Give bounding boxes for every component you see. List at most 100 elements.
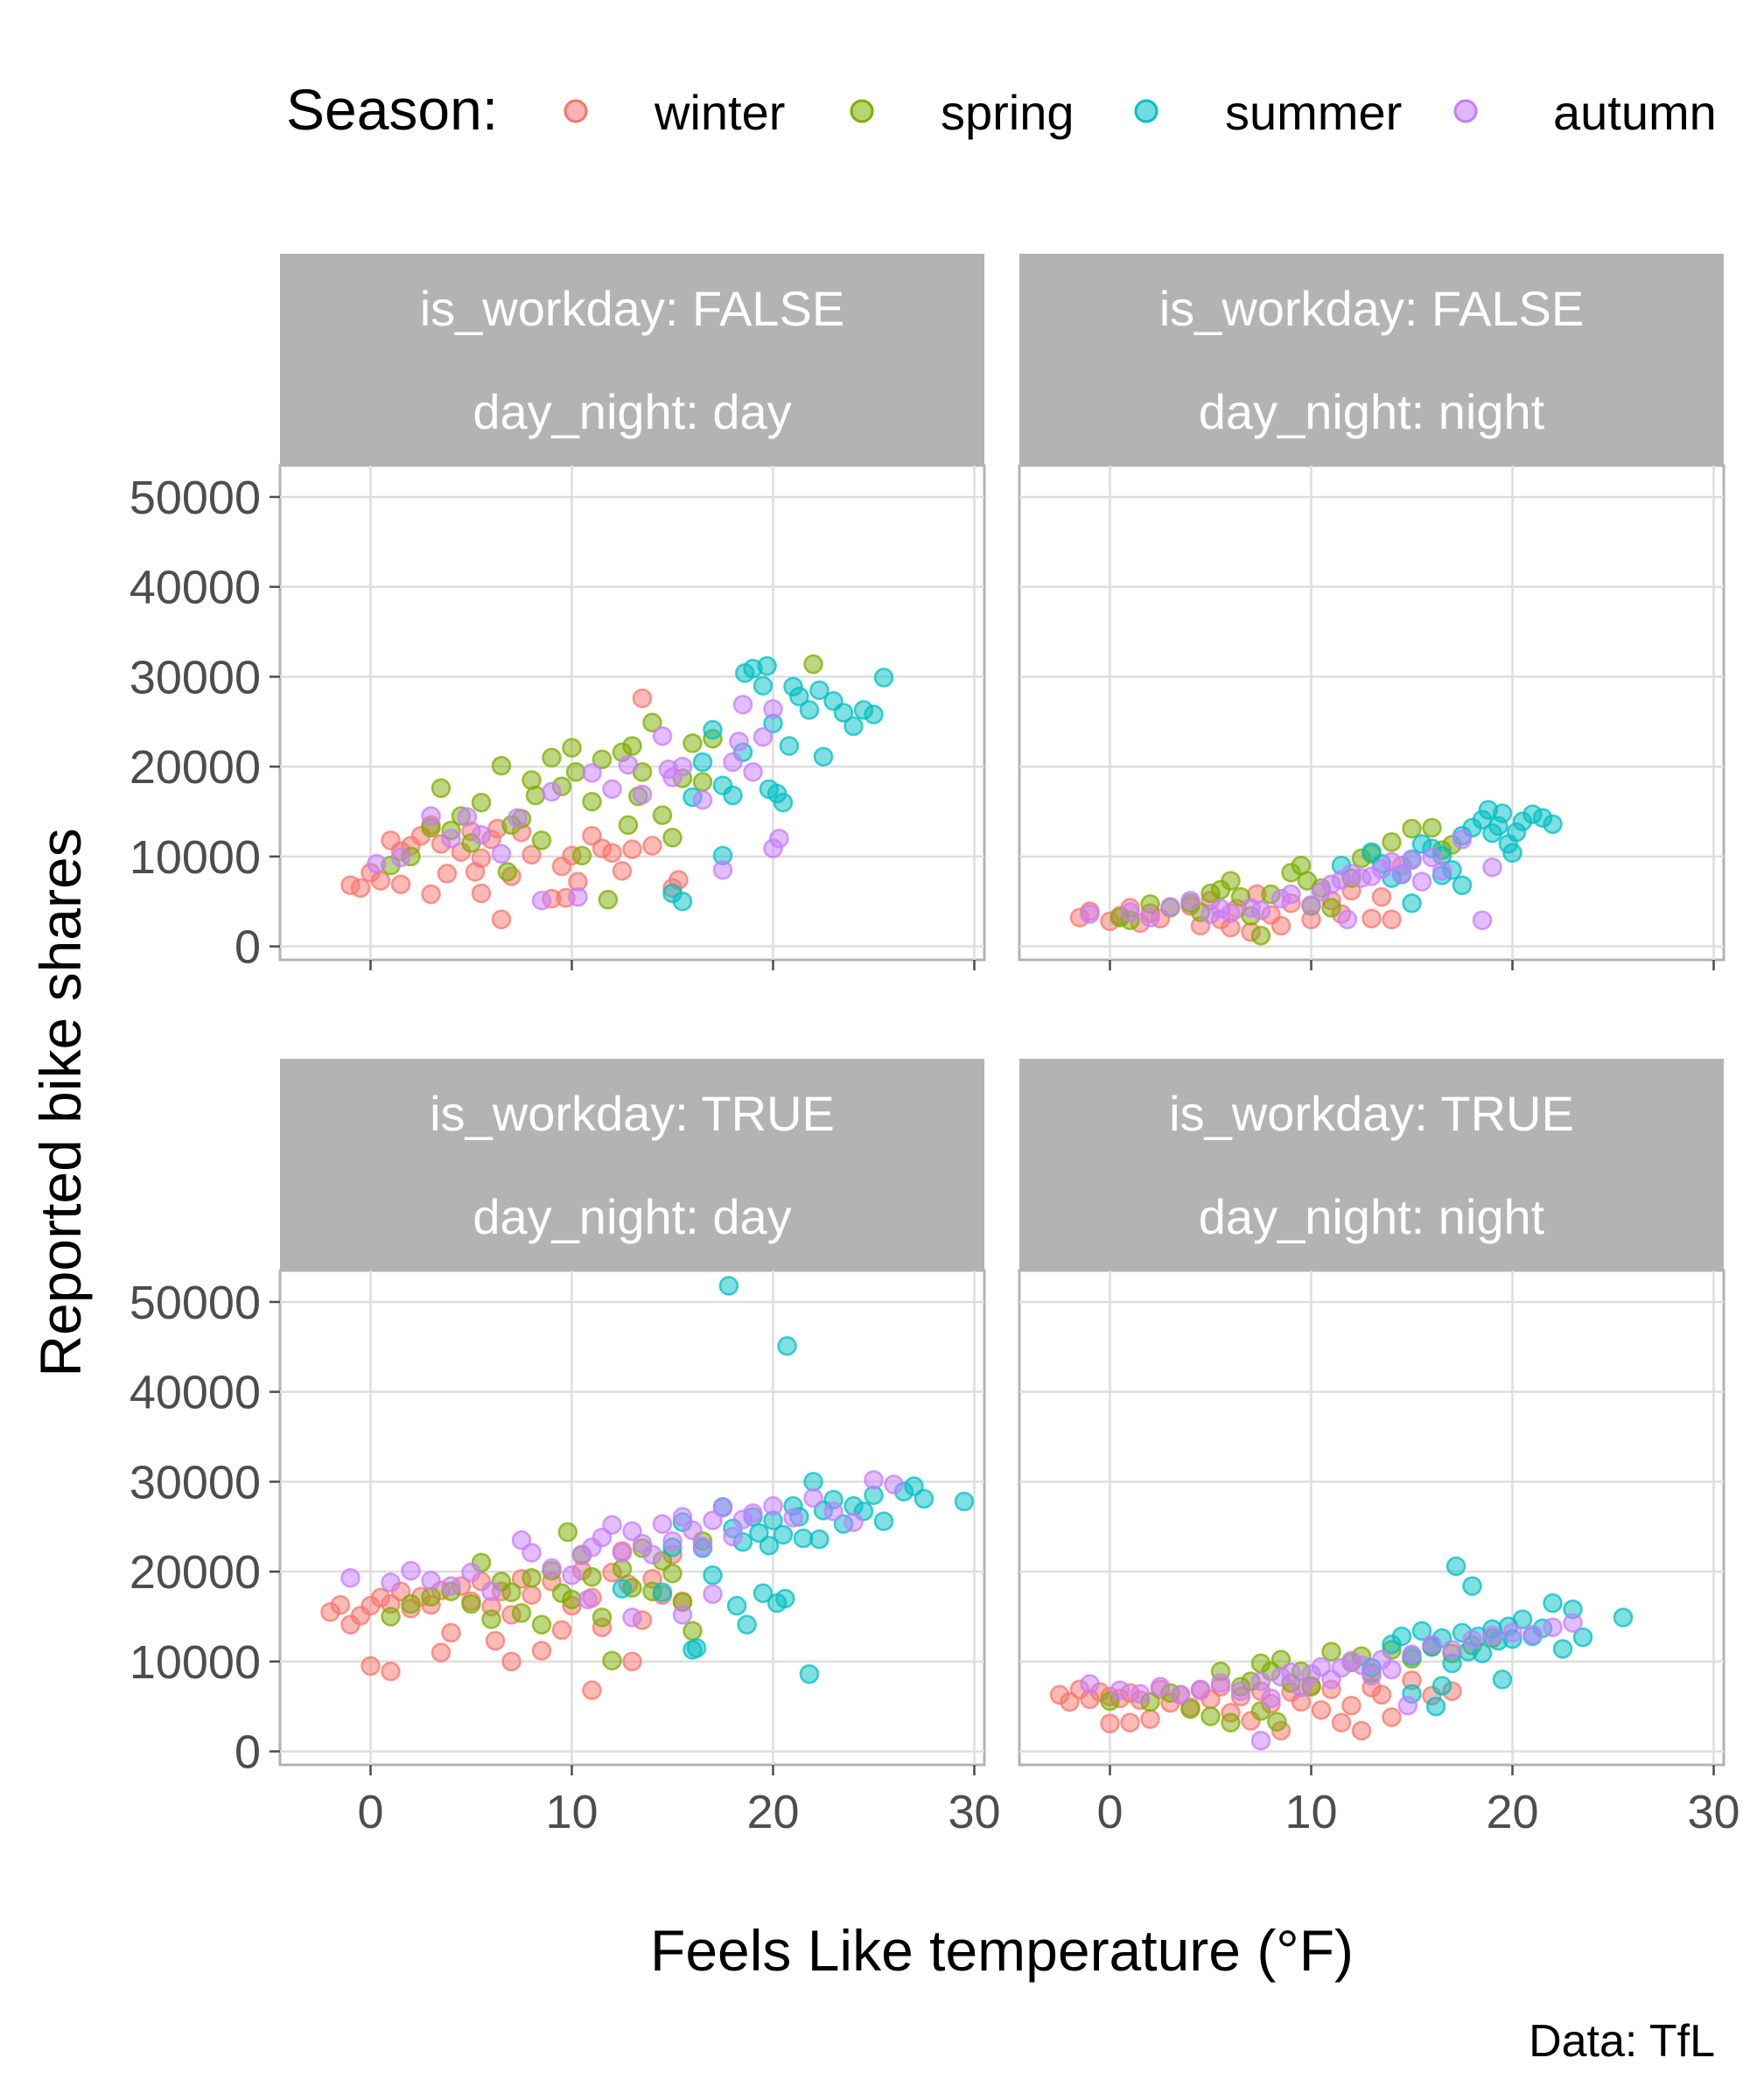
- data-point-spring: [531, 830, 552, 850]
- data-point-autumn: [340, 1568, 360, 1588]
- data-point-autumn: [1452, 830, 1473, 850]
- x-tick-label: 30: [948, 1786, 1000, 1838]
- data-point-winter: [1362, 908, 1382, 928]
- x-tick-label: 20: [1486, 1786, 1538, 1838]
- data-point-autumn: [542, 781, 562, 802]
- data-point-spring: [1321, 1642, 1341, 1662]
- data-point-autumn: [743, 1503, 763, 1523]
- data-point-autumn: [662, 1530, 682, 1551]
- data-point-autumn: [1221, 903, 1241, 923]
- data-point-spring: [592, 749, 612, 770]
- data-point-autumn: [381, 1572, 401, 1592]
- y-tick-label: 30000: [130, 651, 261, 704]
- data-point-spring: [471, 792, 492, 813]
- data-point-autumn: [367, 853, 387, 874]
- x-tick-label: 20: [746, 1786, 799, 1838]
- data-point-summer: [1425, 1696, 1446, 1717]
- data-point-summer: [726, 1595, 747, 1616]
- facet-strip-label: day_night: day: [472, 384, 791, 439]
- data-point-summer: [1391, 1626, 1412, 1647]
- data-point-autumn: [1362, 1666, 1382, 1686]
- data-point-autumn: [1502, 1622, 1522, 1643]
- facet-strip-label: day_night: day: [472, 1189, 791, 1244]
- data-point-winter: [491, 909, 512, 930]
- data-point-winter: [350, 878, 371, 899]
- data-point-winter: [441, 1622, 461, 1643]
- x-tick-label: 0: [1096, 1786, 1123, 1838]
- data-point-autumn: [1190, 1679, 1211, 1699]
- data-point-spring: [1422, 817, 1442, 838]
- data-point-autumn: [1250, 1671, 1271, 1691]
- data-point-winter: [602, 843, 622, 864]
- data-point-autumn: [491, 844, 512, 864]
- data-point-winter: [1270, 915, 1292, 936]
- data-point-summer: [1472, 1643, 1493, 1663]
- data-point-autumn: [531, 890, 552, 911]
- data-point-summer: [1512, 1609, 1533, 1629]
- data-point-summer: [789, 686, 809, 707]
- data-point-autumn: [1230, 1681, 1251, 1702]
- data-point-autumn: [769, 829, 789, 849]
- data-point-winter: [1382, 909, 1402, 930]
- data-point-summer: [777, 1336, 797, 1356]
- data-point-winter: [437, 864, 458, 884]
- data-point-winter: [421, 884, 441, 905]
- data-point-autumn: [461, 1562, 481, 1583]
- data-point-autumn: [1180, 890, 1200, 911]
- data-point-summer: [1452, 875, 1473, 895]
- data-point-autumn: [1281, 884, 1301, 905]
- facet-strip: [280, 254, 984, 466]
- data-point-spring: [461, 1593, 481, 1614]
- legend-title: Season:: [286, 77, 498, 142]
- data-point-autumn: [401, 1560, 421, 1581]
- legend-items: winter spring summer autumn: [564, 85, 1717, 140]
- data-point-summer: [799, 1663, 820, 1684]
- data-point-summer: [954, 1491, 975, 1512]
- data-point-winter: [582, 1680, 602, 1700]
- data-point-winter: [1371, 886, 1392, 907]
- data-point-autumn: [618, 754, 639, 775]
- data-point-spring: [542, 747, 562, 768]
- facet-strip-label: day_night: night: [1199, 384, 1545, 439]
- data-point-winter: [632, 688, 653, 709]
- data-point-winter: [360, 1656, 381, 1676]
- legend-label-autumn: autumn: [1553, 85, 1717, 140]
- facet-strip-label: is_workday: FALSE: [420, 281, 845, 336]
- data-point-autumn: [712, 860, 733, 880]
- data-point-autumn: [592, 1527, 612, 1548]
- facet-strip-label: day_night: night: [1199, 1189, 1545, 1244]
- data-point-spring: [1321, 898, 1341, 918]
- data-point-spring: [662, 1563, 682, 1584]
- data-point-autumn: [1261, 1688, 1281, 1709]
- y-axis-title: Reported bike shares: [28, 828, 93, 1376]
- data-point-spring: [497, 862, 518, 882]
- data-point-summer: [1613, 1607, 1634, 1628]
- data-point-summer: [692, 752, 713, 773]
- data-point-autumn: [1140, 907, 1160, 928]
- data-point-autumn: [1382, 1659, 1402, 1680]
- data-point-spring: [1200, 1706, 1221, 1726]
- data-point-spring: [652, 805, 673, 825]
- data-point-spring: [682, 1620, 703, 1642]
- data-point-autumn: [763, 699, 783, 719]
- data-point-autumn: [1170, 1684, 1191, 1705]
- data-point-summer: [1492, 803, 1513, 823]
- data-point-summer: [1411, 1620, 1432, 1642]
- facet-strip: [1019, 1059, 1724, 1270]
- data-point-autumn: [1150, 1676, 1171, 1697]
- data-point-summer: [904, 1476, 924, 1496]
- legend-key-summer: [1134, 99, 1158, 123]
- y-tick-label: 40000: [130, 1367, 261, 1419]
- data-point-autumn: [1563, 1613, 1583, 1633]
- data-point-winter: [471, 883, 492, 904]
- data-point-winter: [582, 825, 602, 846]
- data-point-autumn: [622, 1607, 642, 1628]
- data-point-summer: [1502, 843, 1522, 864]
- data-point-summer: [723, 785, 743, 806]
- data-point-summer: [1432, 1676, 1452, 1696]
- facet-strip-label: is_workday: FALSE: [1159, 281, 1585, 336]
- legend-key-autumn: [1453, 99, 1478, 123]
- data-point-spring: [525, 785, 546, 806]
- data-point-summer: [703, 1564, 723, 1586]
- data-point-spring: [522, 1568, 542, 1588]
